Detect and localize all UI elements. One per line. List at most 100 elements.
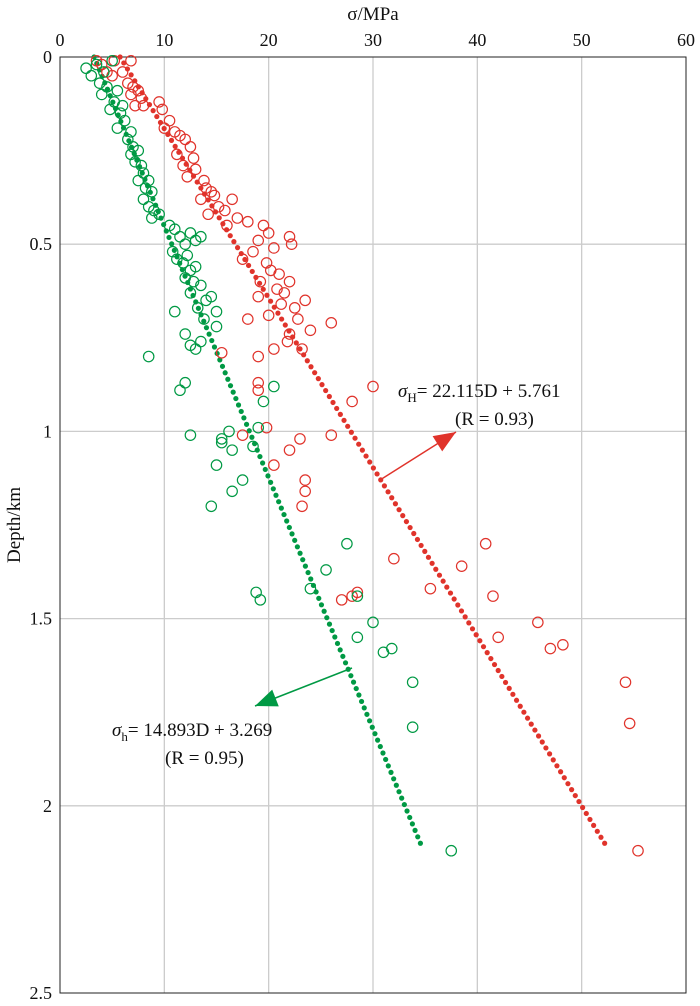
y-tick-label: 2 <box>43 796 52 816</box>
data-point <box>189 343 202 355</box>
fit-dot <box>400 513 406 519</box>
data-point <box>283 328 296 340</box>
fit-dot <box>332 634 338 640</box>
fit-dot <box>484 650 490 656</box>
fit-dot <box>329 627 335 634</box>
data-point <box>171 148 183 161</box>
sigma-h-arrow <box>254 667 353 707</box>
fit-dot <box>422 548 428 554</box>
y-tick-label: 2.5 <box>30 983 53 1003</box>
fit-dot <box>359 447 365 453</box>
data-point <box>351 631 364 644</box>
data-point <box>153 208 165 221</box>
y-tick-label: 1.5 <box>30 609 53 629</box>
fit-dot <box>330 399 336 406</box>
data-point <box>184 429 197 441</box>
fit-dot <box>305 569 311 576</box>
fit-dot <box>282 322 288 328</box>
fit-dot <box>436 572 443 578</box>
data-point <box>445 844 458 857</box>
data-point <box>619 676 632 689</box>
fit-dot <box>447 590 454 596</box>
fit-dot <box>369 724 375 730</box>
fit-dot <box>253 274 259 280</box>
data-point <box>262 227 275 239</box>
data-point <box>221 219 233 232</box>
fit-dot <box>318 602 325 608</box>
y-tick-label: 0 <box>43 47 52 67</box>
fit-dot <box>480 644 487 650</box>
data-point <box>299 474 311 486</box>
data-point <box>139 182 152 194</box>
fit-dot <box>506 685 512 691</box>
fit-dot <box>110 99 116 105</box>
data-point <box>116 99 129 112</box>
y-axis-label: Depth/km <box>4 487 25 563</box>
data-point <box>174 384 186 397</box>
data-point <box>479 537 492 550</box>
fit-dot <box>235 402 242 408</box>
data-point <box>146 212 158 224</box>
fit-dot <box>396 507 402 513</box>
data-point <box>268 343 280 355</box>
fit-dot <box>257 453 263 460</box>
fit-dot <box>411 530 417 537</box>
data-point <box>184 227 197 239</box>
data-point <box>174 230 186 243</box>
fit-dot <box>350 679 357 685</box>
fit-dot <box>292 537 298 543</box>
fit-dot <box>488 655 494 662</box>
fit-dot <box>340 653 346 659</box>
data-point <box>98 66 110 78</box>
fit-dot <box>385 763 391 769</box>
x-axis: 0 10 20 30 40 50 60 <box>56 30 696 50</box>
fit-dot <box>417 840 424 846</box>
data-point <box>377 646 390 659</box>
data-point <box>219 204 231 217</box>
fit-dot <box>517 703 523 709</box>
fit-dot <box>203 325 210 331</box>
data-points <box>80 54 644 857</box>
fit-dot <box>260 286 266 292</box>
fit-dot <box>121 60 127 66</box>
data-point <box>212 200 225 213</box>
data-point <box>135 159 148 172</box>
data-point <box>304 582 317 595</box>
fit-dot <box>319 382 325 388</box>
data-point <box>205 290 218 303</box>
data-point <box>226 193 238 206</box>
data-point <box>257 219 270 232</box>
fit-dot <box>260 460 266 466</box>
fit-dot <box>352 435 358 441</box>
data-point <box>125 126 137 138</box>
data-point <box>367 616 379 629</box>
fit-dot <box>444 584 450 590</box>
fit-dot <box>276 499 282 505</box>
sigma-H-formula: σH= 22.115D + 5.761 <box>398 381 560 405</box>
fit-dot <box>241 415 247 421</box>
data-point <box>171 253 183 265</box>
fit-dot <box>222 370 228 376</box>
data-point <box>132 144 145 157</box>
data-point <box>299 294 311 307</box>
fit-dot <box>225 376 231 382</box>
fit-dot <box>233 395 239 402</box>
fit-dot <box>169 241 175 247</box>
data-point <box>487 590 499 602</box>
data-point <box>129 156 141 168</box>
fit-dot <box>473 632 479 638</box>
data-point <box>283 230 296 243</box>
data-point <box>247 440 259 453</box>
data-point <box>320 564 332 576</box>
data-point <box>236 429 249 441</box>
fit-dot <box>550 757 556 763</box>
data-point <box>268 459 280 471</box>
data-point <box>189 260 202 273</box>
data-point <box>146 185 158 198</box>
fit-dot <box>532 727 538 733</box>
y-tick-label: 0.5 <box>30 234 53 254</box>
data-point <box>106 54 118 67</box>
fit-dot <box>477 638 483 644</box>
fit-dot <box>154 113 160 120</box>
